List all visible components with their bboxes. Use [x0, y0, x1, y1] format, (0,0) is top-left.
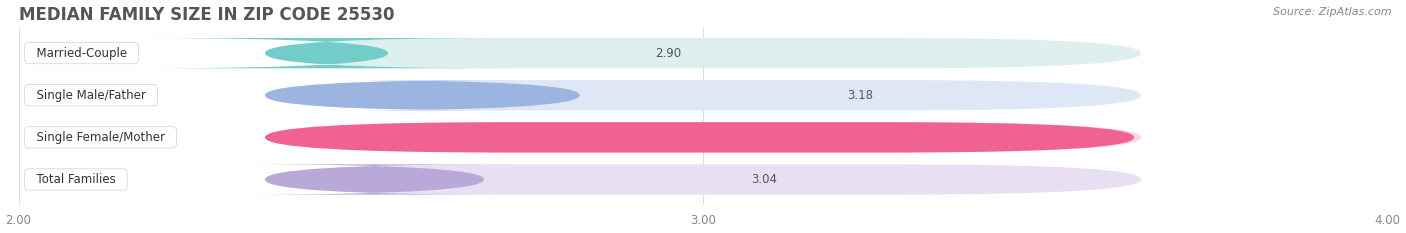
Text: Single Male/Father: Single Male/Father	[28, 89, 153, 102]
FancyBboxPatch shape	[142, 38, 512, 68]
Text: 3.99: 3.99	[1331, 131, 1360, 144]
Text: Single Female/Mother: Single Female/Mother	[28, 131, 173, 144]
FancyBboxPatch shape	[264, 122, 1142, 153]
Text: Married-Couple: Married-Couple	[28, 47, 135, 60]
Text: 2.90: 2.90	[655, 47, 682, 60]
FancyBboxPatch shape	[264, 164, 1142, 195]
Text: Source: ZipAtlas.com: Source: ZipAtlas.com	[1274, 7, 1392, 17]
FancyBboxPatch shape	[264, 80, 579, 110]
FancyBboxPatch shape	[238, 164, 512, 195]
Text: MEDIAN FAMILY SIZE IN ZIP CODE 25530: MEDIAN FAMILY SIZE IN ZIP CODE 25530	[18, 6, 394, 24]
Text: Total Families: Total Families	[28, 173, 124, 186]
FancyBboxPatch shape	[264, 122, 1135, 153]
FancyBboxPatch shape	[264, 80, 1142, 110]
FancyBboxPatch shape	[264, 38, 1142, 68]
Text: 3.18: 3.18	[846, 89, 873, 102]
Text: 3.04: 3.04	[751, 173, 778, 186]
